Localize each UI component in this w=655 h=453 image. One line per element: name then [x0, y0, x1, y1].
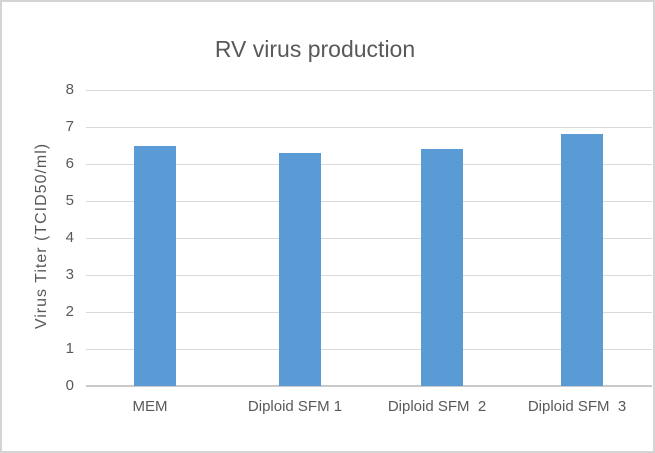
- gridline: [86, 201, 652, 202]
- bar-mem: [134, 145, 176, 386]
- y-tick-label: 4: [65, 229, 74, 246]
- gridline: [86, 312, 652, 313]
- x-category-label: MEM: [132, 398, 168, 415]
- gridline: [86, 275, 652, 276]
- y-tick-label: 7: [65, 118, 74, 135]
- gridline: [86, 238, 652, 239]
- y-tick-label: 3: [65, 266, 74, 283]
- y-tick-label: 5: [65, 192, 74, 209]
- y-tick-label: 6: [65, 155, 74, 172]
- gridline: [86, 349, 652, 350]
- x-category-label: Diploid SFM 3: [527, 398, 627, 415]
- x-axis-line: [86, 385, 652, 387]
- gridline: [86, 164, 652, 165]
- y-tick-label: 0: [65, 377, 74, 394]
- bar-diploid-sfm-2: [421, 149, 463, 386]
- y-tick-label: 2: [65, 303, 74, 320]
- chart-title: RV virus production: [214, 36, 416, 62]
- gridline: [86, 127, 652, 128]
- bar-diploid-sfm-3: [561, 134, 603, 386]
- gridline: [86, 90, 652, 91]
- bar-diploid-sfm-1: [279, 152, 321, 386]
- x-category-label: Diploid SFM 2: [387, 398, 487, 415]
- y-tick-label: 8: [65, 81, 74, 98]
- y-tick-label: 1: [65, 340, 74, 357]
- x-category-label: Diploid SFM 1: [247, 398, 343, 415]
